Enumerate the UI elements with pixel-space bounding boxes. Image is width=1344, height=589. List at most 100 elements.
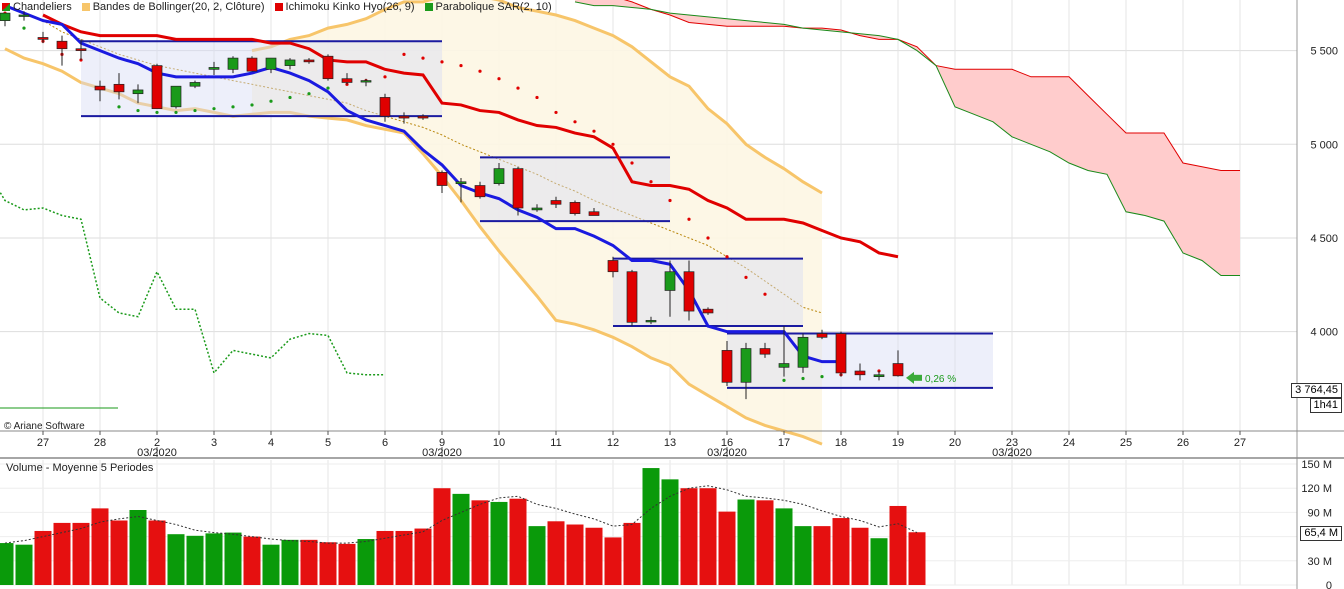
time-tick-label: 24	[1063, 437, 1075, 449]
volume-bar	[243, 536, 261, 585]
sar-dot	[649, 180, 653, 184]
volume-bar	[91, 508, 109, 585]
volume-bar	[319, 542, 337, 585]
timer-label: 1h41	[1309, 398, 1342, 413]
volume-panel	[0, 468, 926, 585]
volume-bar	[471, 500, 489, 585]
candle-body	[341, 78, 353, 83]
sar-dot	[269, 99, 273, 103]
price-channels	[81, 40, 993, 389]
candle-body	[759, 348, 771, 355]
candles-icon	[2, 3, 10, 11]
sar-dot	[744, 275, 748, 279]
volume-bar	[129, 510, 147, 585]
month-tick-label: 03/2020	[707, 447, 747, 459]
time-tick-label: 26	[1177, 437, 1189, 449]
volume-bar	[0, 543, 14, 585]
sar-dot	[212, 107, 216, 111]
candle-body	[56, 40, 68, 50]
candle-body	[170, 85, 182, 108]
sar-dot	[136, 108, 140, 113]
copyright: © Ariane Software	[4, 421, 85, 432]
senkou-span-b	[574, 1, 1240, 276]
volume-bar	[414, 528, 432, 585]
legend-label: Chandeliers	[13, 1, 72, 13]
candle-body	[151, 65, 163, 110]
candle-body	[797, 336, 809, 368]
time-tick-label: 25	[1120, 437, 1132, 449]
legend-item-ichimoku[interactable]: Ichimoku Kinko Hyo(26, 9)	[274, 1, 415, 13]
volume-bar	[148, 520, 166, 585]
legend-item-bollinger[interactable]: Bandes de Bollinger(20, 2, Clôture)	[81, 1, 265, 13]
candle-body	[113, 83, 125, 93]
candle-body	[246, 57, 258, 72]
candle-body	[18, 14, 30, 17]
ichimoku-cloud	[574, 0, 1240, 276]
candle-body	[474, 185, 486, 198]
volume-value-label: 65,4 M	[1300, 526, 1342, 541]
candle-body	[227, 57, 239, 70]
sar-dot	[288, 95, 292, 100]
volume-bar	[167, 534, 185, 585]
bollinger-lower	[4, 47, 823, 446]
volume-tick-label: 150 M	[1301, 459, 1332, 471]
volume-bar	[604, 537, 622, 585]
candle-body	[626, 271, 638, 323]
legend-item-candles[interactable]: Chandeliers	[2, 1, 72, 13]
indicator-lines	[0, 4, 899, 376]
candle-body	[37, 37, 49, 40]
sar-dot	[174, 110, 178, 115]
candle-body	[835, 333, 847, 374]
volume-bar	[870, 538, 888, 585]
annotations: 0,26 %	[0, 371, 956, 409]
price-tick-label: 5 000	[1310, 139, 1338, 151]
candle-body	[94, 85, 106, 91]
volume-tick-label: 120 M	[1301, 483, 1332, 495]
volume-bar	[718, 511, 736, 585]
candle-body	[892, 363, 904, 377]
legend: Chandeliers Bandes de Bollinger(20, 2, C…	[2, 1, 552, 13]
volume-bar	[756, 500, 774, 585]
time-tick-label: 9	[439, 437, 445, 449]
volume-bar	[53, 522, 71, 585]
candle-body	[436, 172, 448, 186]
parabolic-sar	[3, 11, 900, 383]
candle-body	[322, 55, 334, 80]
time-tick-label: 17	[778, 437, 790, 449]
time-tick-label: 23	[1006, 437, 1018, 449]
bollinger-upper	[251, 0, 823, 195]
legend-item-sar[interactable]: Parabolique SAR(2, 10)	[424, 1, 552, 13]
volume-bar	[110, 520, 128, 585]
volume-bar	[699, 488, 717, 585]
candle-body	[493, 168, 505, 184]
volume-bar	[262, 544, 280, 585]
sar-icon	[424, 3, 433, 11]
candle-body	[132, 89, 144, 95]
channel-area	[613, 258, 803, 327]
volume-bar	[547, 521, 565, 585]
volume-bar	[15, 544, 33, 585]
last-price-label: 3 764,45	[1291, 383, 1342, 398]
legend-label: Ichimoku Kinko Hyo(26, 9)	[285, 1, 415, 13]
sar-dot	[573, 120, 577, 124]
candle-body	[303, 59, 315, 63]
time-tick-label: 13	[664, 437, 676, 449]
candle-body	[645, 320, 657, 323]
month-tick-label: 03/2020	[422, 447, 462, 459]
candle-body	[398, 115, 410, 119]
candle-body	[664, 271, 676, 291]
volume-bar	[813, 526, 831, 585]
sar-dot	[231, 105, 235, 109]
candle-body	[360, 80, 372, 83]
volume-bar	[357, 539, 375, 585]
sar-dot	[497, 77, 501, 81]
volume-bar	[680, 488, 698, 585]
candle-body	[512, 168, 524, 209]
legend-label: Bandes de Bollinger(20, 2, Clôture)	[92, 1, 265, 13]
sar-dot	[516, 86, 520, 90]
volume-bar	[186, 535, 204, 585]
sar-dot	[402, 52, 406, 56]
sar-dot	[630, 161, 634, 165]
sar-dot	[611, 142, 615, 146]
